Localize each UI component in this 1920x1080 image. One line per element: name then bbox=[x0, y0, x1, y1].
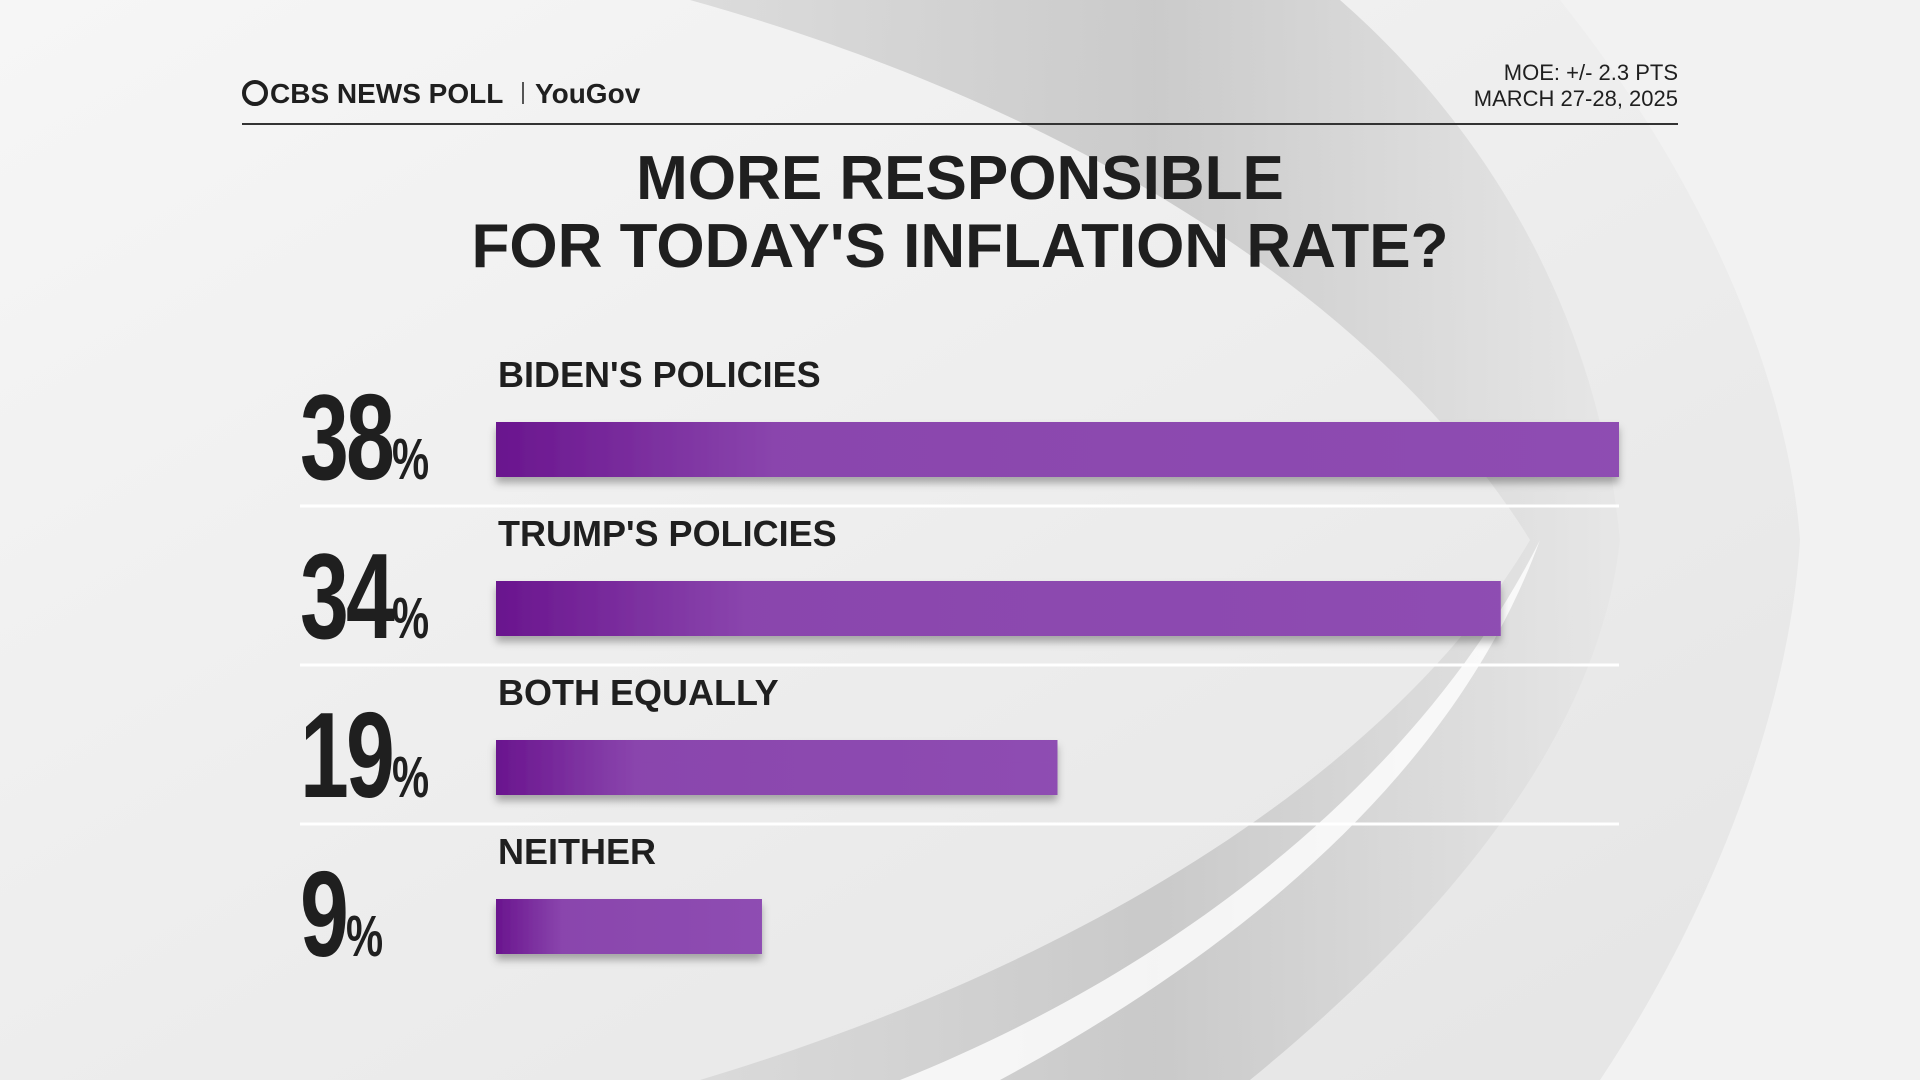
cbs-eye-logo bbox=[242, 80, 268, 106]
category-label: BIDEN'S POLICIES bbox=[498, 354, 821, 395]
bar bbox=[496, 422, 1619, 477]
category-label: TRUMP'S POLICIES bbox=[498, 513, 837, 554]
value-label: 9% bbox=[300, 846, 383, 983]
brand: CBS NEWS POLL bbox=[270, 78, 503, 109]
moe: MOE: +/- 2.3 PTS bbox=[1504, 60, 1678, 85]
value-label: 19% bbox=[300, 687, 429, 824]
category-label: BOTH EQUALLY bbox=[498, 672, 779, 713]
background-swoop bbox=[690, 0, 1620, 1080]
value-label: 34% bbox=[300, 528, 429, 665]
poll-date: MARCH 27-28, 2025 bbox=[1474, 86, 1678, 111]
value-label: 38% bbox=[300, 369, 429, 506]
chart-title: FOR TODAY'S INFLATION RATE? bbox=[472, 212, 1449, 281]
background-right bbox=[1560, 0, 1920, 1080]
bar bbox=[496, 581, 1501, 636]
partner: YouGov bbox=[535, 78, 641, 109]
chart-title: MORE RESPONSIBLE bbox=[636, 144, 1284, 213]
bar bbox=[496, 899, 762, 954]
bar bbox=[496, 740, 1058, 795]
category-label: NEITHER bbox=[498, 831, 656, 872]
